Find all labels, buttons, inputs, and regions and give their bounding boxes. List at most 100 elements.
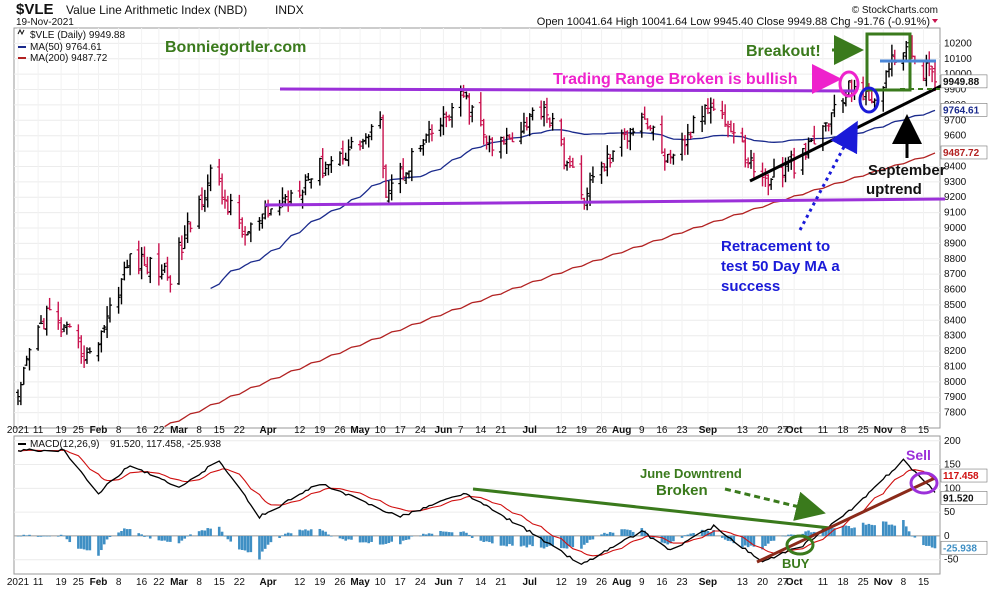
- macd-layer: [17, 448, 936, 566]
- price-y-tick-label: 8200: [944, 346, 967, 357]
- histogram-bar: [197, 531, 201, 536]
- histogram-bar: [189, 534, 192, 536]
- ohlc-bar: [450, 102, 455, 128]
- price-x-tick-label: 16: [136, 425, 148, 436]
- histogram-bar: [853, 527, 856, 536]
- histogram-bar: [223, 535, 227, 537]
- histogram-bar: [419, 535, 422, 537]
- price-y-tick-label: 8000: [944, 377, 967, 388]
- histogram-bar: [378, 535, 382, 545]
- price-x-tick-label: 12: [294, 425, 306, 436]
- ohlc-bar: [61, 324, 66, 333]
- histogram-bar: [123, 528, 126, 536]
- chart-exchange: INDX: [275, 3, 304, 17]
- histogram-bar: [833, 528, 836, 536]
- price-x-tick-label: 14: [475, 425, 487, 436]
- ohlc-bar: [320, 148, 325, 179]
- macd-x-tick-label: 19: [576, 577, 588, 588]
- price-x-tick-label: 15: [918, 425, 930, 436]
- histogram-bar: [102, 535, 106, 545]
- ohlc-bar: [340, 140, 345, 165]
- histogram-bar: [140, 534, 143, 536]
- macd-x-tick-label: Jul: [522, 577, 537, 588]
- ohlc-bar: [297, 180, 302, 198]
- ohlc-bar: [921, 62, 926, 82]
- histogram-bar: [551, 535, 554, 546]
- histogram-bar: [125, 529, 129, 536]
- histogram-bar: [792, 534, 796, 536]
- histogram-bar: [651, 535, 655, 539]
- svg-text:91.520: 91.520: [943, 493, 974, 504]
- ohlc-bar: [107, 297, 112, 323]
- histogram-bar: [370, 535, 373, 542]
- ohlc-bar: [16, 389, 20, 406]
- price-x-tick-label: 11: [33, 425, 44, 436]
- ohlc-bar: [323, 161, 328, 176]
- histogram-bar: [761, 535, 764, 550]
- ohlc-bar: [723, 104, 728, 127]
- histogram-bar: [240, 535, 244, 550]
- price-x-tick-label: Mar: [170, 425, 188, 436]
- ohlc-bar: [59, 317, 64, 338]
- histogram-bar: [686, 534, 690, 536]
- histogram-bar: [479, 535, 483, 541]
- histogram-bar: [430, 533, 434, 536]
- ohlc-bar: [751, 152, 756, 178]
- histogram-bar: [324, 531, 327, 536]
- histogram-bar: [769, 535, 773, 541]
- histogram-bar: [669, 535, 672, 544]
- histogram-bar: [890, 524, 894, 536]
- histogram-bar: [752, 535, 756, 547]
- histogram-bar: [582, 535, 586, 545]
- price-x-tick-label: 19: [56, 425, 68, 436]
- histogram-bar: [861, 522, 865, 536]
- histogram-bar: [407, 535, 411, 540]
- ohlc-bar: [651, 125, 656, 141]
- ohlc-bar: [418, 145, 423, 152]
- svg-text:9764.61: 9764.61: [943, 105, 980, 116]
- ohlc-bar: [461, 84, 466, 98]
- macd-x-tick-label: 8: [901, 577, 907, 588]
- ohlc-bar: [579, 155, 584, 200]
- ohlc-bar: [99, 330, 104, 353]
- histogram-bar: [465, 532, 468, 536]
- histogram-bar: [904, 526, 908, 536]
- price-x-tick-label: Aug: [612, 425, 631, 436]
- ohlc-bar: [619, 129, 624, 157]
- histogram-value-label: -25.938: [940, 540, 988, 555]
- ohlc-bar: [608, 154, 613, 168]
- histogram-bar: [100, 535, 103, 551]
- ohlc-bar: [148, 256, 153, 284]
- histogram-bar: [608, 532, 612, 536]
- ohlc-bar: [381, 114, 386, 179]
- trading-range-upper-line: [279, 87, 856, 93]
- macd-x-tick-label: 15: [918, 577, 930, 588]
- macd-x-tick-label: 22: [153, 577, 165, 588]
- price-x-axis: 2021 11 19 25 Feb 8 16 22 Mar 8 15 22 Apr 12 19 26 May 10…: [7, 425, 930, 436]
- histogram-bar: [605, 533, 609, 536]
- ohlc-bar: [139, 247, 144, 280]
- buy-label: BUY: [782, 556, 810, 571]
- ohlc-bar: [228, 193, 233, 216]
- ohlc-bar: [208, 164, 213, 192]
- ohlc-bar: [642, 106, 647, 120]
- ohlc-bar: [309, 178, 314, 189]
- ohlc-bar: [329, 156, 334, 173]
- ohlc-bar: [832, 94, 837, 118]
- histogram-bar: [442, 531, 445, 536]
- price-y-tick-label: 8900: [944, 238, 967, 249]
- price-x-tick-label: May: [350, 425, 370, 436]
- histogram-bar: [591, 535, 595, 540]
- histogram-bar: [404, 535, 408, 540]
- ohlc-bar: [662, 148, 667, 171]
- ohlc-bar: [711, 98, 716, 111]
- price-y-tick-label: 7900: [944, 392, 967, 403]
- histogram-bar: [884, 521, 888, 536]
- ohlc-bar: [159, 264, 164, 280]
- ohlc-bar: [792, 147, 797, 179]
- price-x-tick-label: Sep: [699, 425, 717, 436]
- ohlc-bar: [521, 112, 526, 134]
- ma200-layer: [164, 152, 936, 428]
- histogram-bar: [807, 530, 810, 536]
- ohlc-bar: [64, 321, 69, 335]
